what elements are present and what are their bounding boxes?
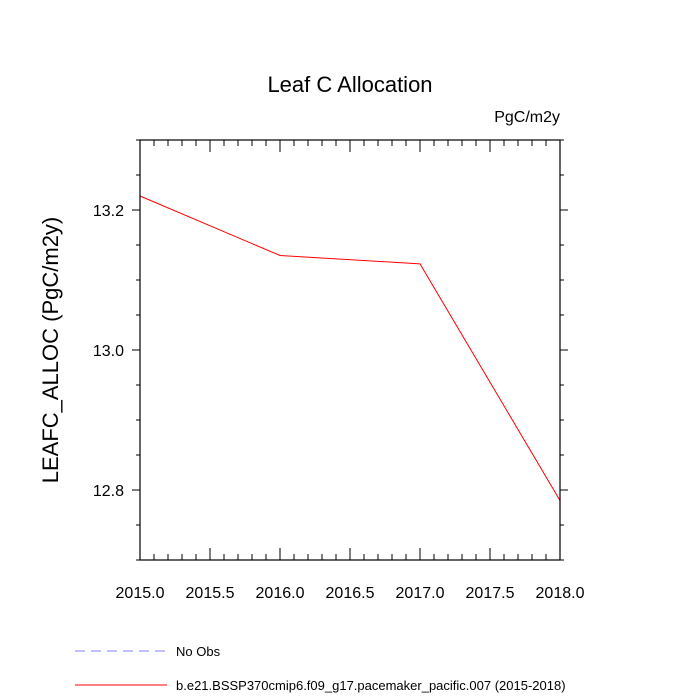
axis-ticks (132, 139, 568, 561)
x-tick-label: 2016.5 (326, 585, 375, 602)
y-tick-label: 13.2 (93, 203, 124, 220)
legend: No Obs b.e21.BSSP370cmip6.f09_g17.pacemak… (75, 644, 566, 693)
x-tick-label: 2016.0 (256, 585, 305, 602)
series-layer (139, 195, 561, 501)
series-line (139, 195, 561, 501)
x-tick-label: 2018.0 (536, 585, 585, 602)
y-tick-label: 13.0 (93, 343, 124, 360)
plot-frame (139, 139, 561, 561)
x-tick-label: 2017.0 (396, 585, 445, 602)
legend-label: No Obs (176, 644, 221, 659)
legend-label: b.e21.BSSP370cmip6.f09_g17.pacemaker_pac… (176, 678, 566, 693)
axis-tick-labels: 2015.0 2015.5 2016.0 2016.5 2017.0 2017.5 2018… (93, 203, 585, 602)
chart-title: Leaf C Allocation (267, 72, 432, 97)
x-tick-label: 2015.5 (186, 585, 235, 602)
units-label: PgC/m2y (494, 109, 560, 126)
y-axis-label: LEAFC_ALLOC (PgC/m2y) (38, 217, 63, 484)
x-tick-label: 2017.5 (466, 585, 515, 602)
y-tick-label: 12.8 (93, 483, 124, 500)
x-tick-label: 2015.0 (116, 585, 165, 602)
